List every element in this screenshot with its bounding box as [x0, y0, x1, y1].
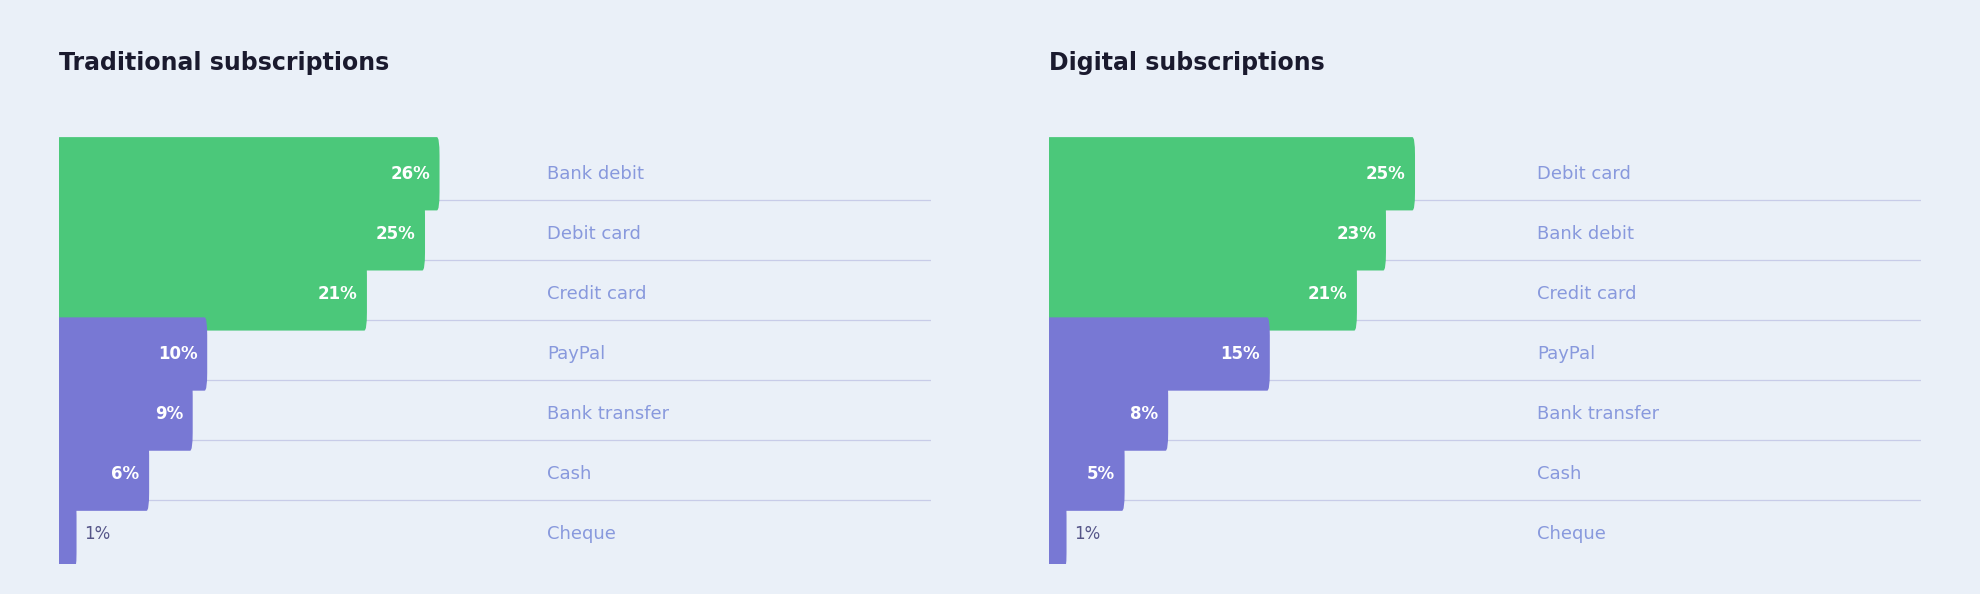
- Text: Debit card: Debit card: [1536, 165, 1632, 183]
- Text: Bank transfer: Bank transfer: [546, 405, 669, 423]
- Text: 5%: 5%: [1087, 465, 1115, 483]
- Text: 15%: 15%: [1220, 345, 1259, 363]
- Text: 10%: 10%: [158, 345, 198, 363]
- FancyBboxPatch shape: [1047, 257, 1356, 331]
- FancyBboxPatch shape: [1047, 377, 1168, 451]
- Text: 25%: 25%: [376, 225, 416, 243]
- Text: PayPal: PayPal: [546, 345, 606, 363]
- Text: Bank debit: Bank debit: [546, 165, 644, 183]
- FancyBboxPatch shape: [57, 438, 148, 511]
- Text: Cash: Cash: [546, 465, 592, 483]
- Text: Credit card: Credit card: [546, 285, 647, 303]
- Text: 21%: 21%: [1307, 285, 1346, 303]
- Text: PayPal: PayPal: [1536, 345, 1596, 363]
- FancyBboxPatch shape: [57, 197, 426, 270]
- Text: 26%: 26%: [390, 165, 430, 183]
- Text: 1%: 1%: [85, 525, 111, 544]
- Text: Debit card: Debit card: [546, 225, 642, 243]
- FancyBboxPatch shape: [57, 377, 192, 451]
- Text: 8%: 8%: [1131, 405, 1158, 423]
- Text: Credit card: Credit card: [1536, 285, 1637, 303]
- FancyBboxPatch shape: [57, 137, 440, 210]
- Text: Cheque: Cheque: [546, 525, 616, 544]
- Text: Cheque: Cheque: [1536, 525, 1606, 544]
- FancyBboxPatch shape: [1047, 317, 1269, 391]
- Text: 9%: 9%: [154, 405, 182, 423]
- FancyBboxPatch shape: [1047, 197, 1386, 270]
- FancyBboxPatch shape: [57, 498, 77, 571]
- Text: Cash: Cash: [1536, 465, 1582, 483]
- FancyBboxPatch shape: [57, 317, 208, 391]
- Text: 23%: 23%: [1336, 225, 1376, 243]
- Text: Traditional subscriptions: Traditional subscriptions: [59, 50, 390, 75]
- FancyBboxPatch shape: [57, 257, 366, 331]
- FancyBboxPatch shape: [1047, 498, 1067, 571]
- Text: Digital subscriptions: Digital subscriptions: [1049, 50, 1325, 75]
- Text: 6%: 6%: [111, 465, 139, 483]
- Text: 1%: 1%: [1075, 525, 1101, 544]
- Text: 21%: 21%: [317, 285, 356, 303]
- Text: 25%: 25%: [1366, 165, 1406, 183]
- Text: Bank transfer: Bank transfer: [1536, 405, 1659, 423]
- Text: Bank debit: Bank debit: [1536, 225, 1634, 243]
- FancyBboxPatch shape: [1047, 438, 1125, 511]
- FancyBboxPatch shape: [1047, 137, 1416, 210]
